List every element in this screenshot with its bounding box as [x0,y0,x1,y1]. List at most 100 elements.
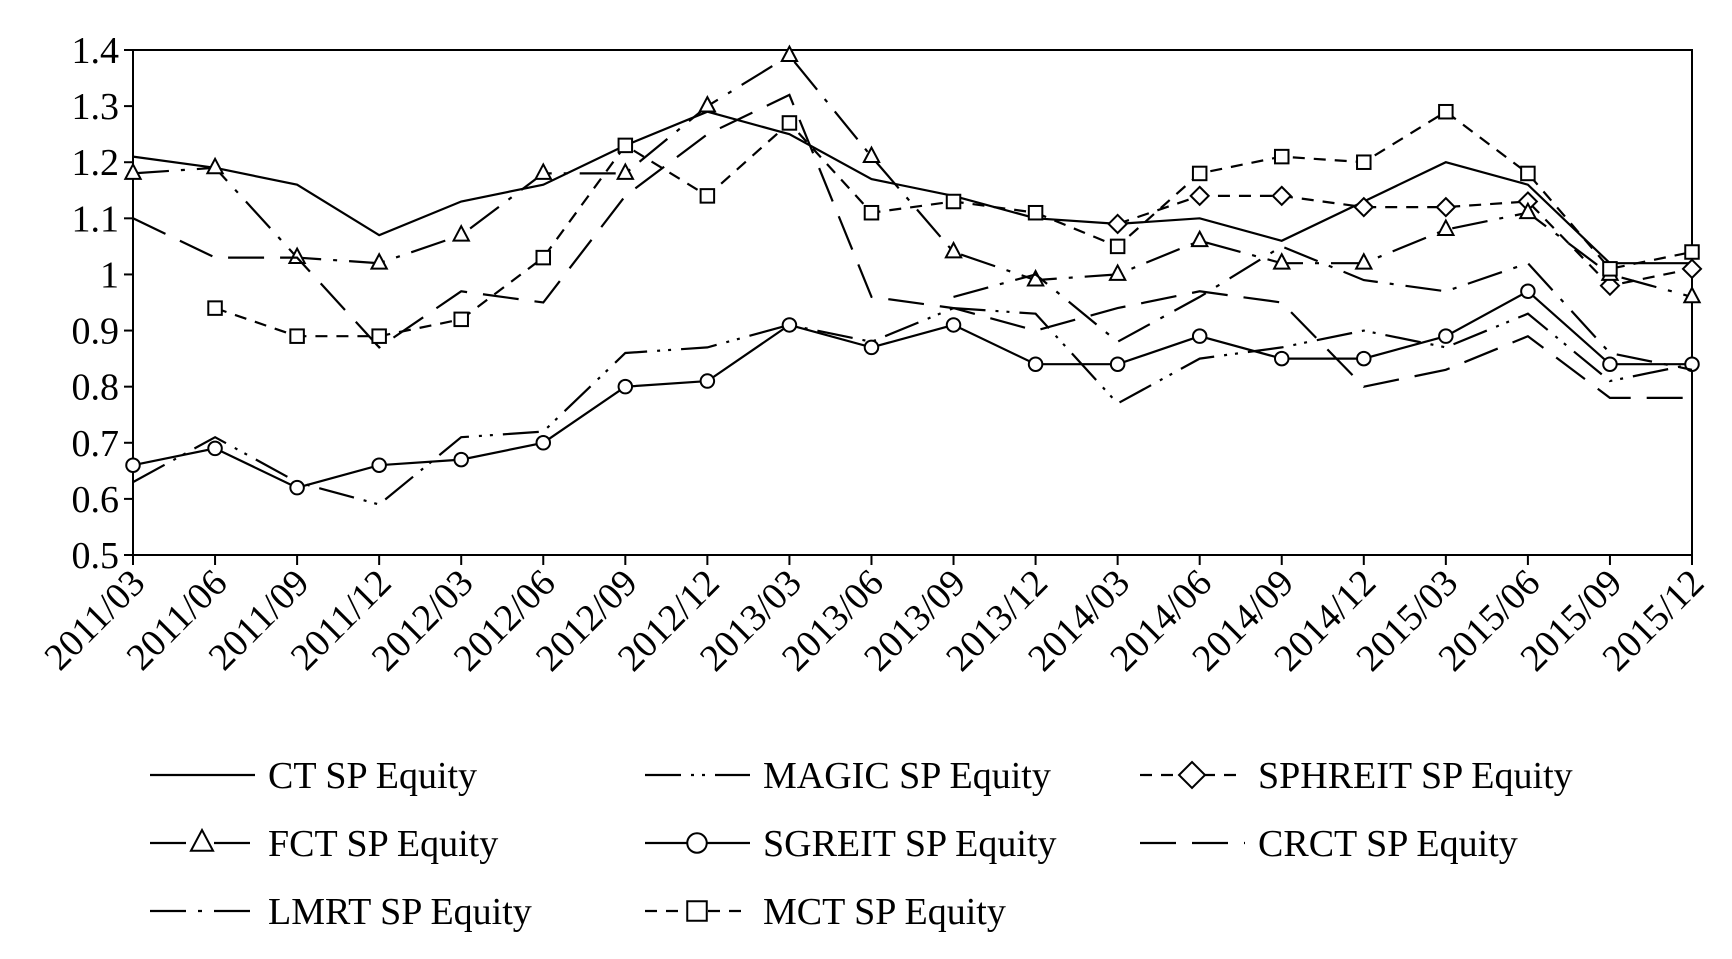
data-point-square [1027,204,1044,221]
data-point-square [1273,148,1290,165]
data-point-square [1109,238,1126,255]
legend-label: CT SP Equity [268,755,477,797]
data-point-diamond [1435,196,1457,218]
data-point-circle [1684,356,1700,372]
data-point-triangle [533,162,553,180]
data-point-circle [1602,356,1618,372]
data-point-circle [699,373,716,389]
y-tick-label: 0.9 [72,311,120,353]
series-line [132,110,1692,265]
data-point-diamond [1599,275,1621,297]
data-point-diamond [1107,213,1129,235]
data-point-square [207,300,223,316]
data-point-square [1191,165,1208,182]
data-point-triangle [698,94,717,113]
data-point-triangle [1682,285,1702,304]
data-point-triangle [189,827,215,852]
legend-item: CRCT SP Equity [1140,823,1518,865]
data-point-square [699,188,716,204]
series-7 [207,103,1700,344]
data-point-square [686,900,708,922]
series-line [132,93,1692,399]
data-point-circle [1027,356,1044,372]
data-point-square [1356,154,1372,170]
data-point-circle [617,378,634,395]
data-point-circle [863,339,880,356]
data-point-circle [125,457,141,473]
legend-item: SGREIT SP Equity [645,823,1057,865]
legend-label: SGREIT SP Equity [763,823,1057,865]
series-3 [123,44,1702,304]
data-point-square [535,249,552,266]
legend: CT SP Equity MAGIC SP Equity SPHREIT SP Eq… [150,755,1573,933]
data-point-triangle [862,145,881,164]
series-line [132,289,1692,489]
data-point-square [781,115,798,131]
legend-label: LMRT SP Equity [268,891,532,933]
y-axis: 0.5 0.6 0.7 0.8 0.9 1 1.1 1.2 1.3 1.4 [72,30,133,577]
data-point-square [289,328,305,344]
data-point-circle [1520,283,1536,300]
series-line [132,306,1693,506]
legend-item: MAGIC SP Equity [645,755,1051,797]
data-point-circle [1191,328,1208,344]
legend-item: LMRT SP Equity [150,891,532,933]
data-point-circle [686,832,708,854]
series-4 [125,283,1700,496]
data-point-diamond [1353,196,1375,218]
data-point-square [371,328,387,344]
y-tick-label: 0.6 [72,479,120,521]
data-point-square [1602,261,1618,277]
data-point-circle [453,451,469,468]
data-point-triangle [944,240,963,259]
data-point-square [617,137,634,154]
data-point-circle [1356,350,1372,367]
legend-item: SPHREIT SP Equity [1140,755,1573,797]
data-point-triangle [780,44,799,63]
data-point-triangle [1436,218,1456,236]
data-point-triangle [287,246,307,265]
y-tick-label: 0.5 [72,535,120,577]
legend-label: CRCT SP Equity [1258,823,1518,865]
series-line [953,245,1693,371]
data-point-triangle [1354,252,1374,270]
legend-label: MCT SP Equity [763,891,1006,933]
series-1 [132,306,1693,506]
series-2 [1107,185,1703,297]
legend-item: FCT SP Equity [150,823,498,865]
data-point-circle [207,440,223,457]
data-point-diamond [1189,185,1211,207]
series-0 [132,110,1692,265]
data-point-triangle [1272,252,1292,270]
data-point-square [1520,165,1536,182]
y-tick-label: 1 [100,254,119,296]
data-point-circle [781,317,798,333]
data-point-triangle [1518,201,1538,220]
y-tick-label: 1.2 [72,142,120,184]
data-point-circle [1273,350,1290,367]
data-point-circle [1438,328,1454,344]
data-point-triangle [369,252,389,270]
legend-item: MCT SP Equity [645,891,1006,933]
y-tick-label: 0.8 [72,367,120,409]
y-tick-label: 0.7 [72,423,120,465]
data-point-diamond [1271,185,1293,207]
series-line [1117,194,1693,287]
data-point-triangle [1190,229,1209,248]
series-layer [123,44,1703,506]
data-point-circle [945,317,962,333]
data-point-circle [371,457,387,473]
series-6 [953,245,1693,371]
data-point-triangle [123,162,143,180]
legend-item: CT SP Equity [150,755,477,797]
data-point-square [863,204,880,221]
data-point-diamond [1177,760,1207,790]
series-5 [132,93,1692,399]
data-point-triangle [1108,263,1127,281]
data-point-square [945,193,962,210]
data-point-triangle [451,224,471,242]
data-point-circle [289,479,305,496]
y-tick-label: 1.1 [72,198,120,240]
data-point-square [1438,103,1454,120]
